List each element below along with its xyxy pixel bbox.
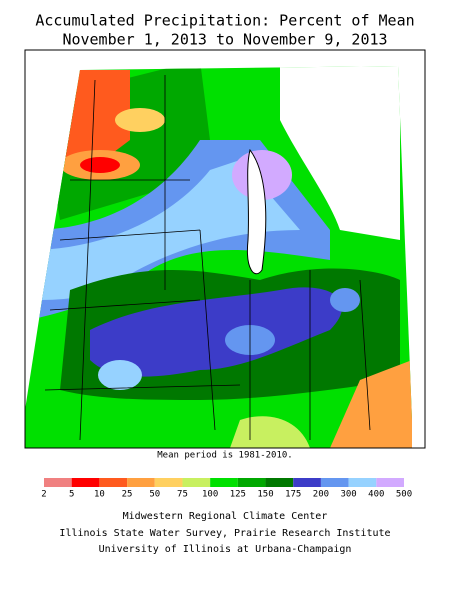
credit-line: University of Illinois at Urbana-Champai… <box>99 544 352 555</box>
legend-tick-label: 10 <box>94 490 105 500</box>
legend-swatch <box>71 478 100 487</box>
legend-swatch <box>210 478 238 487</box>
credit-line: Midwestern Regional Climate Center <box>123 511 328 522</box>
legend-swatch <box>320 478 349 487</box>
legend-tick-label: 125 <box>230 490 246 500</box>
mean-period-note: Mean period is 1981-2010. <box>157 451 292 461</box>
legend-tick-label: 300 <box>340 490 356 500</box>
legend-swatch <box>376 478 404 487</box>
legend-swatch <box>265 478 294 487</box>
legend-swatch <box>182 478 211 487</box>
legend-tick-label: 2 <box>41 490 46 500</box>
legend-tick-label: 50 <box>149 490 160 500</box>
legend-swatch <box>293 478 321 487</box>
legend-tick-label: 175 <box>285 490 301 500</box>
map-frame <box>24 49 426 449</box>
legend-swatch <box>44 478 72 487</box>
precip-field <box>25 66 412 448</box>
legend-swatch <box>127 478 155 487</box>
legend-swatch <box>237 478 266 487</box>
legend: 2 5 10 25 50 75 100 125 150 175 200 300 400 500 <box>41 478 412 500</box>
legend-tick-label: 100 <box>202 490 218 500</box>
legend-tick-label: 150 <box>257 490 273 500</box>
legend-tick-label: 75 <box>177 490 188 500</box>
credit-line: Illinois State Water Survey, Prairie Res… <box>59 528 390 539</box>
title-line: November 1, 2013 to November 9, 2013 <box>62 31 387 49</box>
legend-tick-label: 200 <box>313 490 329 500</box>
state-lines <box>44 75 371 441</box>
legend-swatch <box>348 478 377 487</box>
legend-tick-label: 25 <box>122 490 133 500</box>
legend-swatch <box>99 478 128 487</box>
legend-tick-label: 5 <box>69 490 74 500</box>
legend-tick-label: 500 <box>396 490 412 500</box>
legend-tick-label: 400 <box>368 490 384 500</box>
legend-swatch <box>154 478 183 487</box>
title-line: Accumulated Precipitation: Percent of Me… <box>35 12 414 30</box>
